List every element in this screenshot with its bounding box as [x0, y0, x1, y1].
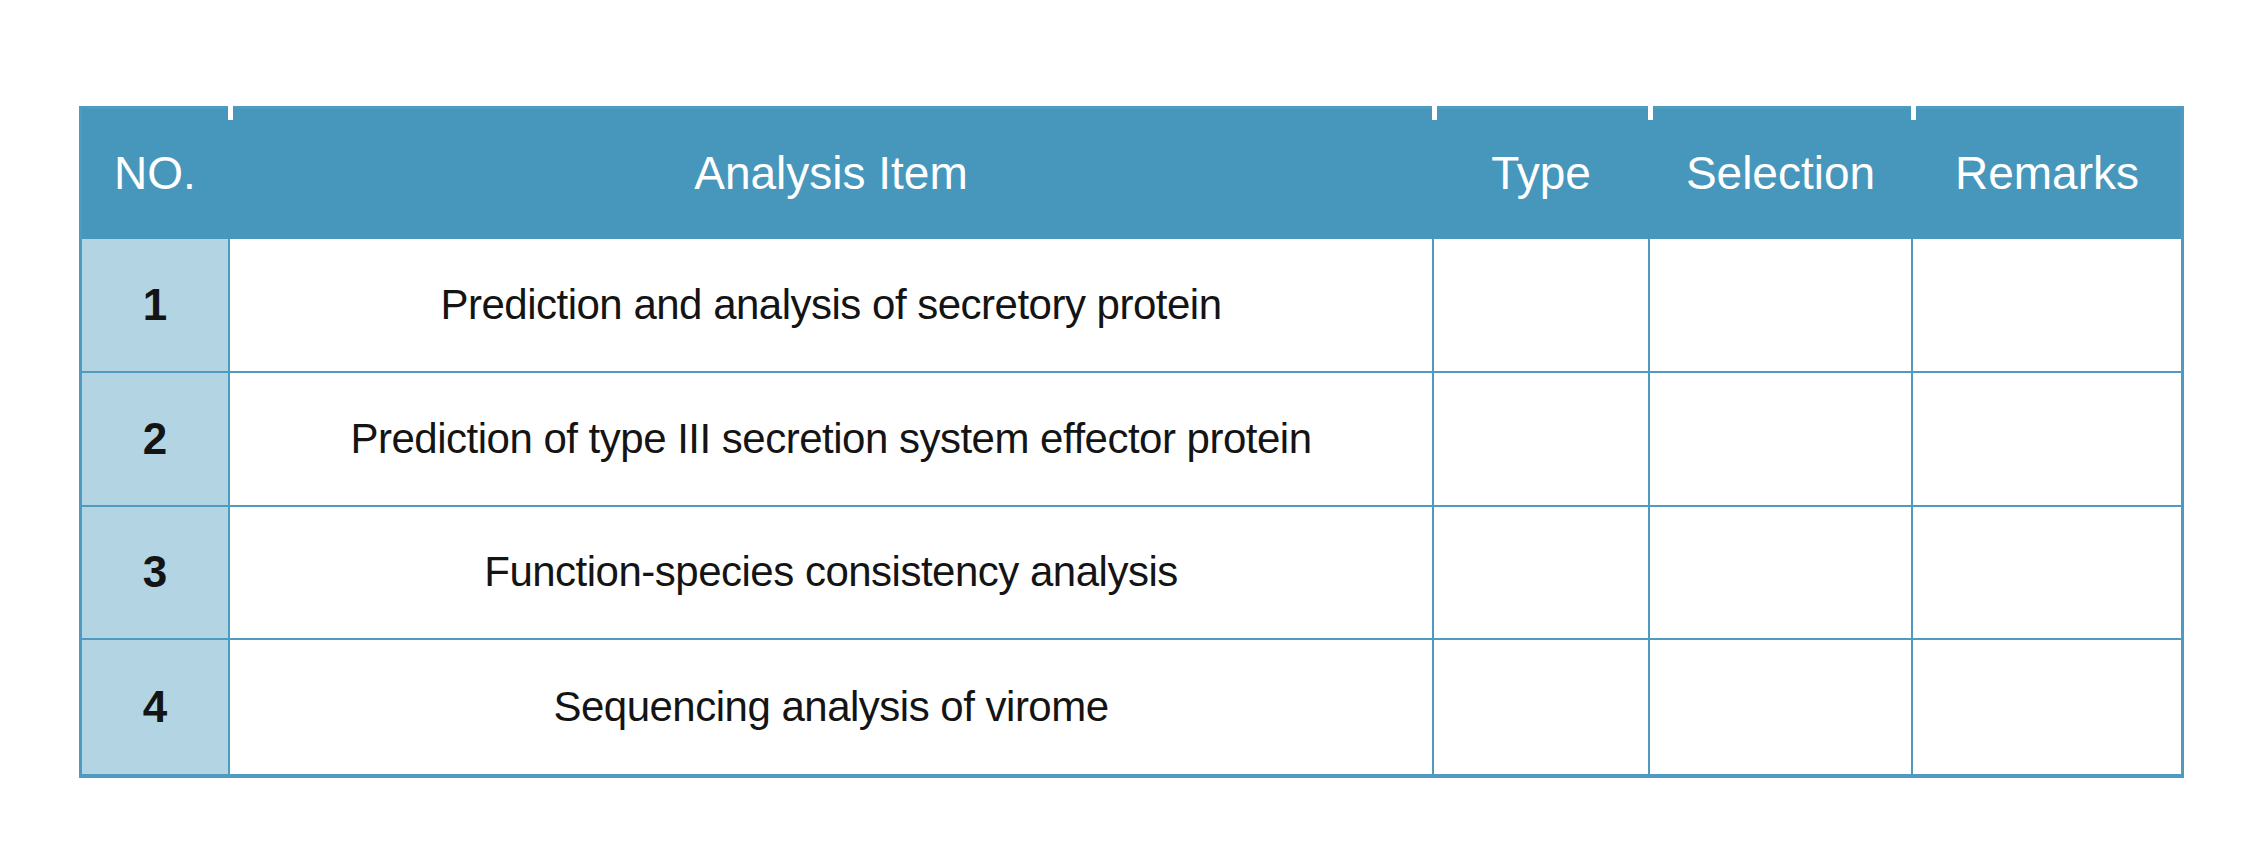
row-2-remarks-cell [1913, 373, 2181, 507]
row-3-number: 3 [82, 507, 230, 641]
row-3-remarks-cell [1913, 507, 2181, 641]
row-4-remarks-cell [1913, 640, 2181, 774]
row-2-item: Prediction of type III secretion system … [230, 373, 1434, 507]
row-2-type-cell [1434, 373, 1650, 507]
row-2-number: 2 [82, 373, 230, 507]
column-header-no: NO. [82, 109, 230, 239]
analysis-table: NO. Analysis Item Type Selection Remarks… [79, 106, 2184, 778]
row-1-type-cell [1434, 239, 1650, 373]
column-header-remarks: Remarks [1913, 109, 2181, 239]
row-4-type-cell [1434, 640, 1650, 774]
row-1-number: 1 [82, 239, 230, 373]
row-1-selection-cell [1650, 239, 1913, 373]
row-1-item: Prediction and analysis of secretory pro… [230, 239, 1434, 373]
page: NO. Analysis Item Type Selection Remarks… [0, 0, 2248, 850]
row-3-selection-cell [1650, 507, 1913, 641]
row-4-selection-cell [1650, 640, 1913, 774]
header-column-divider-notch [228, 106, 233, 120]
header-column-divider-notch [1648, 106, 1653, 120]
header-column-divider-notch [1432, 106, 1437, 120]
row-4-item: Sequencing analysis of virome [230, 640, 1434, 774]
header-column-divider-notch [1911, 106, 1916, 120]
row-4-number: 4 [82, 640, 230, 774]
row-1-remarks-cell [1913, 239, 2181, 373]
row-3-item: Function-species consistency analysis [230, 507, 1434, 641]
column-header-selection: Selection [1650, 109, 1913, 239]
row-2-selection-cell [1650, 373, 1913, 507]
column-header-type: Type [1434, 109, 1650, 239]
column-header-analysis-item: Analysis Item [230, 109, 1434, 239]
row-3-type-cell [1434, 507, 1650, 641]
